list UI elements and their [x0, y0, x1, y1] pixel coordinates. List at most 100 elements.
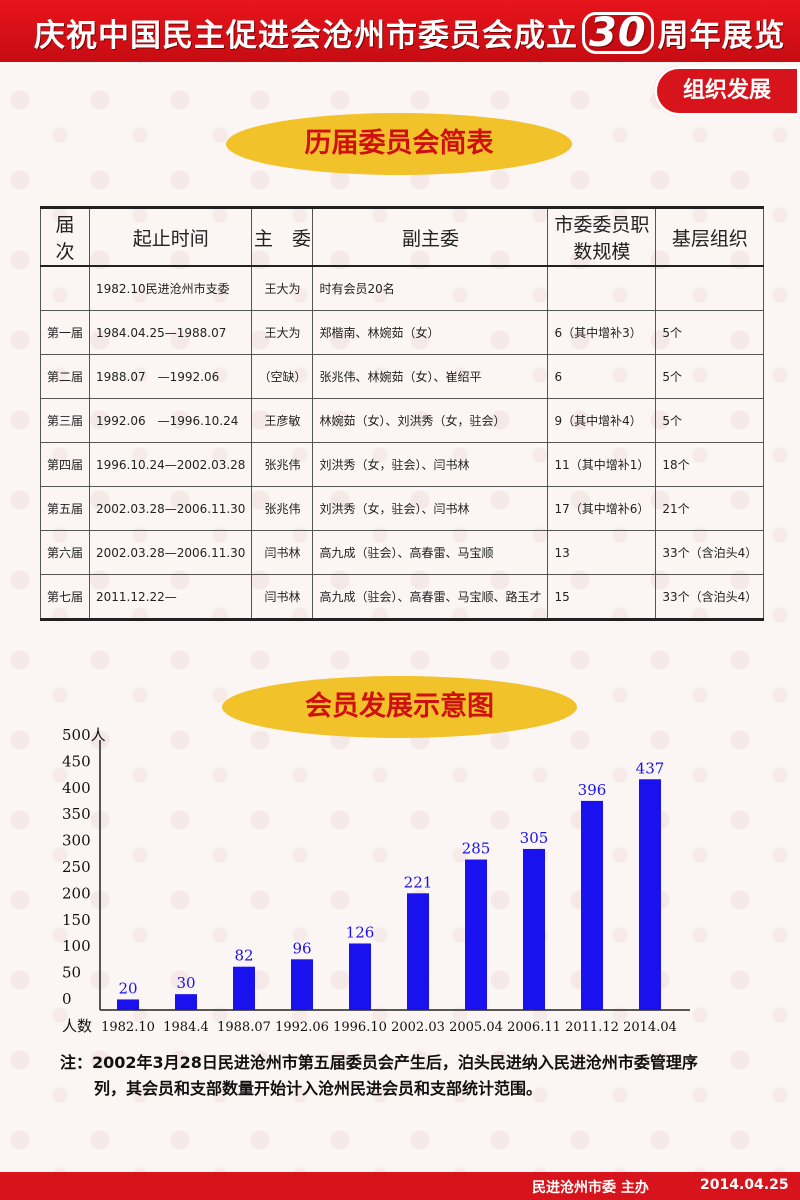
y-tick-label: 0: [62, 990, 72, 1008]
footnote-line-1: 注：2002年3月28日民进沧州市第五届委员会产生后，泊头民进纳入民进沧州市委管…: [60, 1053, 698, 1072]
y-tick-label: 400: [62, 779, 91, 797]
data-label: 126: [346, 923, 375, 941]
table-cell: 第二届: [39, 354, 91, 399]
bar: [639, 779, 661, 1010]
y-axis-title: 人数: [62, 1017, 92, 1035]
table-cell: 第一届: [39, 310, 91, 355]
table-body: 1982.10民进沧州市支委 王大为 时有会员20名 第一届 1984.04.25—19…: [39, 265, 765, 621]
table-cell: 15: [547, 574, 657, 621]
footer-bar: 民进沧州市委 主办 2014.04.25: [0, 1172, 800, 1200]
page-title: 庆祝中国民主促进会沧州市委员会成立 30 周年展览: [34, 10, 786, 55]
y-tick-label: 450: [62, 752, 91, 770]
y-tick-label: 250: [62, 858, 91, 876]
x-tick-label: 1988.07: [217, 1020, 271, 1035]
table-cell: 33个（含泊头4）: [655, 574, 765, 621]
x-tick-label: 1992.06: [275, 1020, 329, 1035]
table-cell: 1988.07 —1992.06: [89, 354, 253, 399]
column-header-5: 基层组织: [655, 206, 765, 267]
table-cell: [547, 265, 657, 311]
table-cell: 张兆伟: [251, 486, 314, 531]
x-tick-label: 2011.12: [565, 1020, 619, 1035]
x-tick-label: 2005.04: [449, 1020, 503, 1035]
footnote: 注：2002年3月28日民进沧州市第五届委员会产生后，泊头民进纳入民进沧州市委管…: [60, 1050, 760, 1102]
y-tick-label: 300: [62, 832, 91, 850]
table-cell: 王彦敏: [251, 398, 314, 443]
table-cell: 高九成（驻会）、高春雷、马宝顺、路玉才: [312, 574, 549, 621]
column-header-4: 市委委员职数规模: [547, 206, 657, 267]
table-header-row: 届 次起止时间主 委副主委 市委委员职数规模 基层组织: [39, 206, 765, 267]
column-header-1: 起止时间: [89, 206, 253, 267]
data-label: 221: [404, 873, 433, 891]
table-row: 第七届 2011.12.22— 闫书林 高九成（驻会）、高春雷、马宝顺、路玉才 15 33…: [39, 574, 765, 621]
title-suffix: 周年展览: [657, 18, 786, 54]
bar: [523, 848, 545, 1010]
table-cell: 33个（含泊头4）: [655, 530, 765, 575]
table-cell: 1996.10.24—2002.03.28: [89, 442, 253, 487]
table-cell: [655, 265, 765, 311]
column-header-3: 副主委: [312, 206, 549, 267]
column-header-2: 主 委: [251, 206, 314, 267]
y-tick-label: 350: [62, 805, 91, 823]
table-row: 第四届 1996.10.24—2002.03.28 张兆伟 刘洪秀（女，驻会）、闫书林…: [39, 442, 765, 487]
table-cell: 13: [547, 530, 657, 575]
y-tick-label: 100: [62, 937, 91, 955]
header-bar: [0, 0, 800, 62]
data-label: 285: [462, 840, 491, 858]
table-cell: 6: [547, 354, 657, 399]
bar: [407, 893, 429, 1010]
table-cell: 刘洪秀（女，驻会）、闫书林: [312, 486, 549, 531]
table-cell: 时有会员20名: [312, 265, 549, 311]
x-tick-label: 1984.4: [163, 1020, 209, 1035]
bar: [117, 999, 139, 1010]
table-cell: 张兆伟、林婉茹（女）、崔绍平: [312, 354, 549, 399]
table-cell: 5个: [655, 398, 765, 443]
x-tick-label: 1982.10: [101, 1020, 155, 1035]
table-cell: 6（其中增补3）: [547, 310, 657, 355]
table-row: 第五届 2002.03.28—2006.11.30 张兆伟 刘洪秀（女，驻会）、闫书林…: [39, 486, 765, 531]
bar: [581, 800, 603, 1010]
y-tick-label: 150: [62, 911, 91, 929]
x-tick-label: 2002.03: [391, 1020, 445, 1035]
title-prefix: 庆祝中国民主促进会沧州市委员会成立: [34, 18, 578, 54]
y-tick-label: 200: [62, 884, 91, 902]
y-tick-label: 50: [62, 964, 81, 982]
bar: [175, 994, 197, 1010]
table-cell: （空缺）: [251, 354, 314, 399]
table-cell: 2011.12.22—: [89, 574, 253, 621]
table-cell: 1984.04.25—1988.07: [89, 310, 253, 355]
data-label: 20: [118, 979, 137, 997]
table-cell: 11（其中增补1）: [547, 442, 657, 487]
table-cell: 2002.03.28—2006.11.30: [89, 530, 253, 575]
table-row: 第二届 1988.07 —1992.06 （空缺） 张兆伟、林婉茹（女）、崔绍平 6 5个: [39, 354, 765, 399]
table-cell: 17（其中增补6）: [547, 486, 657, 531]
table-cell: 第四届: [39, 442, 91, 487]
data-label: 96: [292, 939, 311, 957]
x-tick-label: 2014.04: [623, 1020, 677, 1035]
section-tag: 组织发展: [654, 66, 800, 116]
data-label: 437: [636, 759, 665, 777]
table-cell: 18个: [655, 442, 765, 487]
table-cell: 闫书林: [251, 574, 314, 621]
table-cell: 王大为: [251, 310, 314, 355]
bar: [291, 959, 313, 1010]
footer-date: 2014.04.25: [700, 1177, 789, 1193]
x-tick-label: 1996.10: [333, 1020, 387, 1035]
table-section-title: 历届委员会简表: [226, 113, 572, 175]
table-cell: 王大为: [251, 265, 314, 311]
table-cell: 21个: [655, 486, 765, 531]
bar: [465, 859, 487, 1010]
data-label: 305: [520, 829, 549, 847]
table-cell: 5个: [655, 310, 765, 355]
table-cell: 第三届: [39, 398, 91, 443]
x-tick-label: 2006.11: [507, 1020, 561, 1035]
bar: [349, 943, 371, 1010]
data-label: 396: [578, 781, 607, 799]
footer-host: 民进沧州市委 主办: [532, 1180, 649, 1196]
committee-table: 届 次起止时间主 委副主委 市委委员职数规模 基层组织 1982.10民进沧州市支委…: [39, 206, 765, 621]
table-cell: 第七届: [39, 574, 91, 621]
bar: [233, 966, 255, 1010]
table-cell: 闫书林: [251, 530, 314, 575]
chart-section-title: 会员发展示意图: [222, 676, 577, 738]
data-label: 82: [234, 947, 253, 965]
